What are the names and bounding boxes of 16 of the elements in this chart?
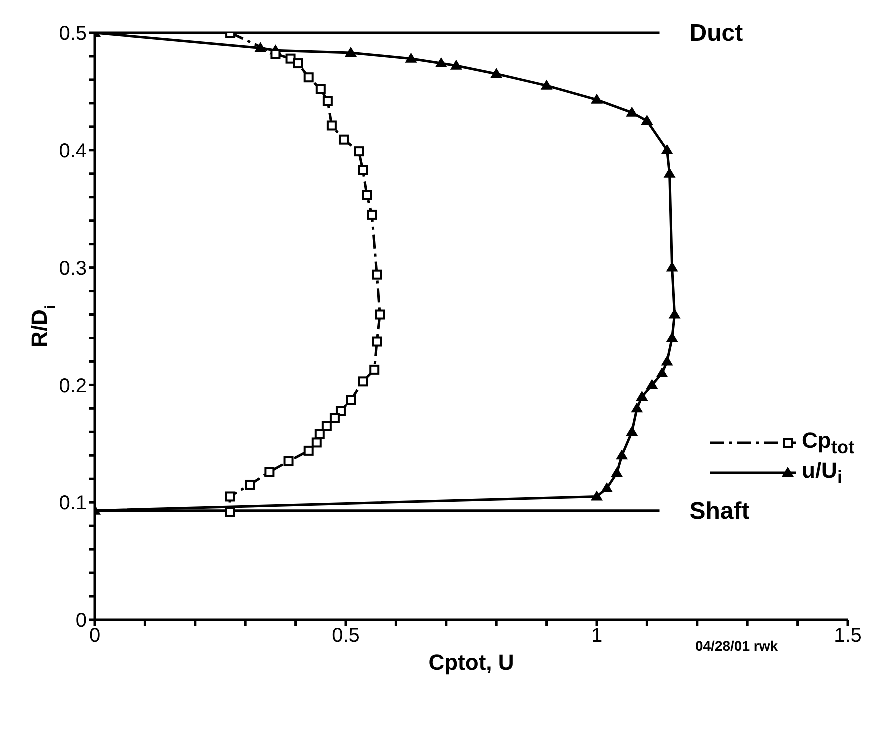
y-tick-label: 0.5 [59,23,87,46]
text: 04/28/01 rwk [695,638,778,654]
legend-label: u/U$_{i}$ [802,458,843,488]
ref-line-label: Shaft [690,498,750,525]
y-tick-label: 0.1 [59,492,87,515]
y-tick-label: 0 [76,610,87,632]
x-axis-title: Cptot, U [428,650,514,675]
y-tick-label: 0.4 [59,140,87,162]
y-tick-label: 0.2 [59,375,87,398]
y-tick-label: 0.3 [59,258,87,280]
x-tick-label: 0 [89,625,101,648]
ref-line-label: Duct [690,20,744,47]
legend-label: Cp$_{tot}$ [802,428,855,458]
x-tick-label: 1.5 [834,625,862,648]
x-tick-label: 0.5 [332,625,360,648]
x-tick-label: 1 [591,625,603,648]
